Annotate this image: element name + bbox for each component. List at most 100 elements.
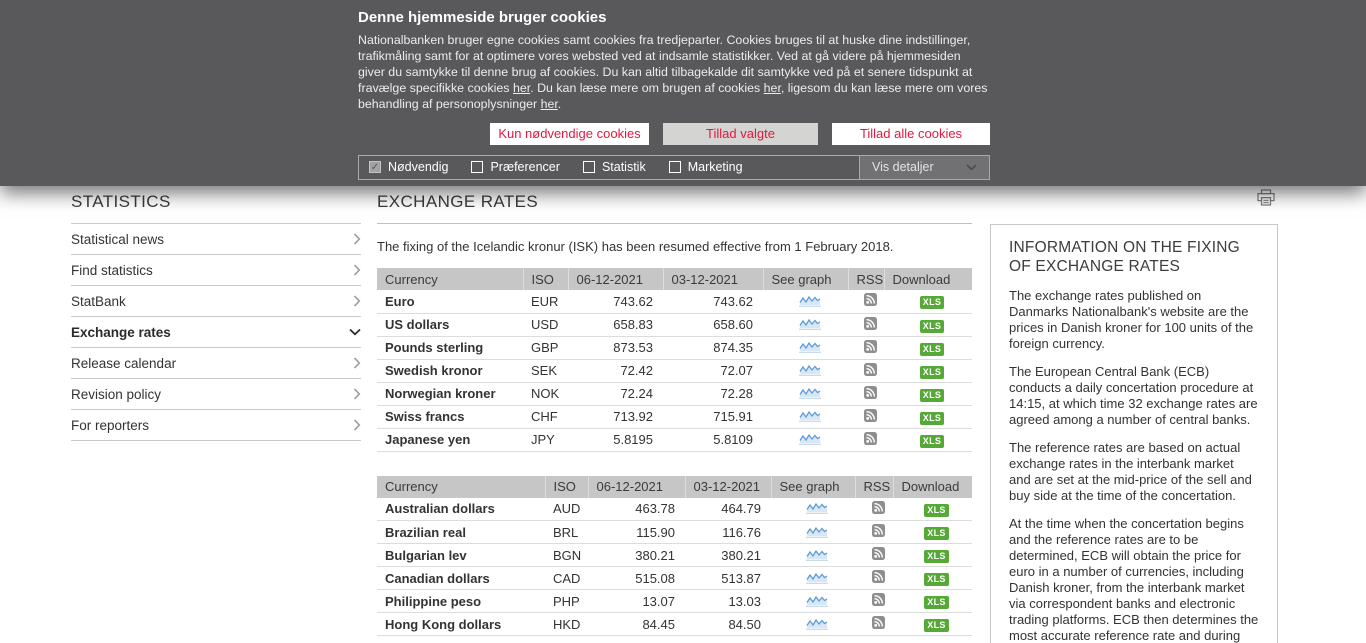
page-title: EXCHANGE RATES: [377, 192, 972, 224]
rss-icon[interactable]: [871, 570, 885, 586]
checkbox-checked-icon[interactable]: ✓: [369, 161, 381, 174]
checkbox-icon[interactable]: [582, 161, 595, 174]
sidebar-item-revision-policy[interactable]: Revision policy: [71, 379, 361, 410]
xls-download-icon[interactable]: XLS: [919, 365, 945, 379]
currency-name: Japanese yen: [377, 428, 523, 452]
sidebar-item-statistical-news[interactable]: Statistical news: [71, 224, 361, 255]
rss-icon[interactable]: [871, 616, 885, 632]
rate-03-12-2021: 715.91: [663, 405, 763, 429]
iso-code: AUD: [545, 497, 588, 521]
rate-row-CHF: Swiss francs CHF 713.92 715.91 XLS: [377, 405, 972, 429]
cookie-her-link[interactable]: her: [763, 80, 781, 95]
currency-name: Swiss francs: [377, 405, 523, 429]
see-graph-icon[interactable]: [806, 595, 828, 610]
xls-download-icon[interactable]: XLS: [919, 296, 945, 310]
sidebar-item-find-statistics[interactable]: Find statistics: [71, 255, 361, 286]
rate-06-12-2021: 515.08: [588, 566, 685, 590]
see-graph-icon[interactable]: [798, 295, 821, 310]
sidebar-item-label: Statistical news: [71, 231, 165, 247]
see-graph-icon[interactable]: [798, 341, 821, 356]
rss-icon[interactable]: [863, 316, 877, 333]
xls-download-icon[interactable]: XLS: [924, 550, 949, 563]
only-necessary-cookies-button[interactable]: Kun nødvendige cookies: [490, 122, 649, 145]
xls-download-icon[interactable]: XLS: [924, 596, 949, 609]
rate-06-12-2021: 84.45: [588, 612, 685, 636]
cookie-body-text: .: [557, 96, 562, 111]
see-graph-icon[interactable]: [806, 526, 828, 541]
print-icon[interactable]: [1256, 189, 1276, 211]
currency-name: Hong Kong dollars: [377, 612, 545, 636]
see-graph-icon[interactable]: [798, 364, 821, 379]
chevron-right-icon: [353, 357, 361, 369]
checkbox-icon[interactable]: [471, 161, 484, 174]
allow-selected-button[interactable]: Tillad valgte: [663, 122, 818, 145]
xls-download-icon[interactable]: XLS: [919, 388, 945, 402]
rate-03-12-2021: 464.79: [685, 497, 771, 521]
cookie-buttons: Kun nødvendige cookies Tillad valgte Tilla…: [358, 122, 990, 145]
column-header: See graph: [763, 268, 849, 290]
rss-icon[interactable]: [863, 293, 877, 309]
rate-03-12-2021: 72.28: [663, 382, 763, 406]
checkbox-icon[interactable]: [668, 161, 681, 174]
rss-icon[interactable]: [863, 431, 877, 448]
rss-icon[interactable]: [863, 385, 877, 402]
sidebar-item-release-calendar[interactable]: Release calendar: [71, 348, 361, 379]
xls-download-icon[interactable]: XLS: [924, 503, 949, 517]
consent-checkbox-statistik[interactable]: Statistik: [582, 160, 646, 174]
chevron-right-icon: [353, 388, 361, 400]
see-graph-icon[interactable]: [798, 387, 821, 402]
statistics-sidebar: STATISTICS Statistical news Find statisti…: [71, 192, 361, 441]
info-paragraph: The exchange rates published on Danmarks…: [1009, 288, 1254, 351]
cookie-title: Denne hjemmeside bruger cookies: [358, 9, 607, 26]
xls-download-icon[interactable]: XLS: [919, 434, 945, 448]
xls-download-icon[interactable]: XLS: [919, 342, 945, 356]
iso-code: NOK: [523, 382, 568, 406]
chevron-down-icon: [966, 163, 977, 171]
consent-checkbox-præferencer[interactable]: Præferencer: [471, 160, 560, 174]
show-details-button[interactable]: Vis detaljer: [859, 155, 989, 179]
show-details-label: Vis detaljer: [872, 160, 934, 175]
rss-icon[interactable]: [863, 408, 877, 425]
sidebar-item-label: StatBank: [71, 293, 126, 309]
see-graph-icon[interactable]: [798, 318, 821, 333]
xls-download-icon[interactable]: XLS: [924, 527, 949, 540]
xls-download-icon[interactable]: XLS: [924, 573, 949, 586]
sidebar-item-exchange-rates[interactable]: Exchange rates: [71, 317, 361, 348]
see-graph-icon[interactable]: [806, 618, 828, 633]
iso-code: BGN: [545, 543, 588, 567]
see-graph-icon[interactable]: [806, 549, 828, 564]
table-header-row: Currency ISO 06-12-2021 03-12-2021 See graph…: [377, 268, 972, 290]
cookie-body-text: , ligesom du kan læse mere om vores beha…: [358, 80, 988, 111]
allow-all-cookies-button[interactable]: Tillad alle cookies: [832, 122, 990, 145]
table-header-row: Currency ISO 06-12-2021 03-12-2021 See graph…: [377, 475, 972, 498]
consent-checkbox-nødvendig[interactable]: ✓ Nødvendig: [369, 160, 448, 174]
rss-icon[interactable]: [871, 524, 885, 540]
see-graph-icon[interactable]: [806, 502, 828, 517]
rate-row-BGN: Bulgarian lev BGN 380.21 380.21 XLS: [377, 543, 972, 567]
main-content: EXCHANGE RATES The fixing of the Iceland…: [377, 192, 972, 636]
consent-checkbox-marketing[interactable]: Marketing: [668, 160, 743, 174]
sidebar-item-statbank[interactable]: StatBank: [71, 286, 361, 317]
rate-03-12-2021: 116.76: [685, 520, 771, 544]
see-graph-icon[interactable]: [798, 433, 821, 448]
rate-row-CAD: Canadian dollars CAD 515.08 513.87 XLS: [377, 566, 972, 590]
intro-text: The fixing of the Icelandic kronur (ISK)…: [377, 239, 894, 254]
rss-icon[interactable]: [863, 362, 877, 379]
cookie-overlay: Denne hjemmeside bruger cookies National…: [0, 0, 1366, 186]
rate-06-12-2021: 72.24: [568, 382, 663, 406]
see-graph-icon[interactable]: [798, 410, 821, 425]
rss-icon[interactable]: [863, 339, 877, 356]
rss-icon[interactable]: [871, 593, 885, 609]
cookie-her-link[interactable]: her: [512, 80, 531, 95]
sidebar-item-for-reporters[interactable]: For reporters: [71, 410, 361, 441]
iso-code: HKD: [545, 612, 588, 636]
sidebar-item-label: Exchange rates: [71, 324, 171, 340]
cookie-her-link[interactable]: her: [540, 96, 558, 111]
column-header: 06-12-2021: [568, 268, 664, 290]
rss-icon[interactable]: [871, 547, 885, 563]
xls-download-icon[interactable]: XLS: [919, 319, 945, 333]
rss-icon[interactable]: [871, 500, 885, 517]
xls-download-icon[interactable]: XLS: [919, 411, 945, 425]
xls-download-icon[interactable]: XLS: [924, 619, 949, 632]
see-graph-icon[interactable]: [806, 572, 828, 587]
